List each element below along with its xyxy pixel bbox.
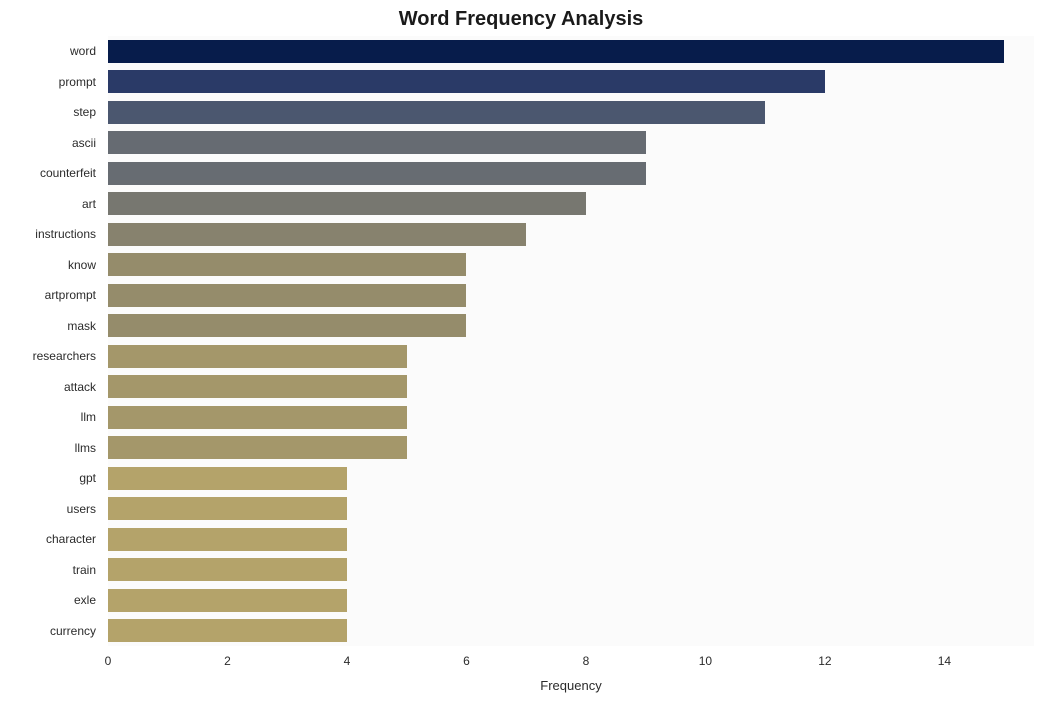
x-tick-label: 0: [105, 654, 112, 668]
y-tick-label: researchers: [0, 349, 96, 363]
bar: [108, 619, 347, 642]
chart-title: Word Frequency Analysis: [0, 8, 1042, 31]
y-tick-label: counterfeit: [0, 166, 96, 180]
x-tick-label: 12: [818, 654, 831, 668]
bar: [108, 345, 407, 368]
bar: [108, 192, 586, 215]
y-tick-label: art: [0, 197, 96, 211]
x-tick-label: 14: [938, 654, 951, 668]
y-tick-label: step: [0, 105, 96, 119]
word-frequency-chart: Word Frequency Analysis word prompt step as…: [0, 0, 1042, 701]
y-tick-label: train: [0, 563, 96, 577]
bar: [108, 284, 466, 307]
bar: [108, 223, 526, 246]
y-tick-label: exle: [0, 593, 96, 607]
y-tick-label: character: [0, 532, 96, 546]
y-tick-label: ascii: [0, 136, 96, 150]
bar: [108, 467, 347, 490]
bar: [108, 589, 347, 612]
x-tick-label: 6: [463, 654, 470, 668]
y-tick-label: attack: [0, 380, 96, 394]
y-tick-label: prompt: [0, 75, 96, 89]
y-axis-labels: word prompt step ascii counterfeit art instruc…: [0, 36, 100, 646]
x-tick-label: 4: [344, 654, 351, 668]
bar: [108, 131, 646, 154]
y-tick-label: instructions: [0, 227, 96, 241]
y-tick-label: users: [0, 502, 96, 516]
bar: [108, 101, 765, 124]
y-tick-label: gpt: [0, 471, 96, 485]
bar: [108, 436, 407, 459]
bar: [108, 528, 347, 551]
y-tick-label: llm: [0, 410, 96, 424]
bar: [108, 253, 466, 276]
bar: [108, 375, 407, 398]
bar: [108, 558, 347, 581]
x-axis-title: Frequency: [108, 678, 1034, 693]
y-tick-label: artprompt: [0, 288, 96, 302]
y-tick-label: know: [0, 258, 96, 272]
plot-area: [108, 36, 1034, 646]
bar: [108, 40, 1004, 63]
x-tick-label: 2: [224, 654, 231, 668]
bar: [108, 314, 466, 337]
y-tick-label: word: [0, 44, 96, 58]
bar: [108, 162, 646, 185]
y-tick-label: currency: [0, 624, 96, 638]
bar: [108, 70, 825, 93]
x-tick-label: 10: [699, 654, 712, 668]
y-tick-label: llms: [0, 441, 96, 455]
bar: [108, 406, 407, 429]
y-tick-label: mask: [0, 319, 96, 333]
bar: [108, 497, 347, 520]
x-tick-label: 8: [583, 654, 590, 668]
